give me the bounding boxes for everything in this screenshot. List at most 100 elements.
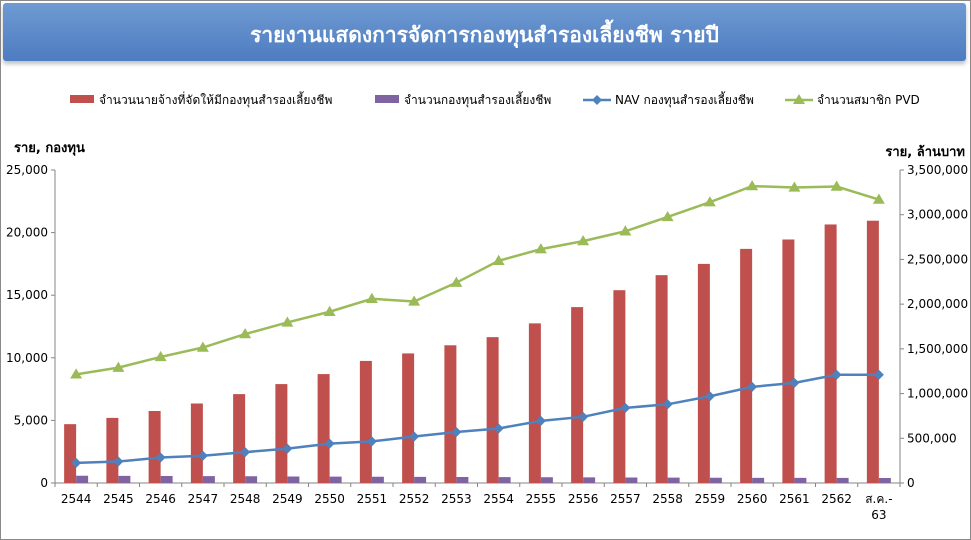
point-nav [662, 399, 673, 410]
x-tick-label: 2552 [399, 492, 430, 506]
bar-employers [528, 323, 541, 483]
y-axis-left-title: ราย, กองทุน [14, 141, 85, 156]
x-tick-label: 2555 [526, 492, 557, 506]
legend-marker-members [793, 94, 805, 104]
legend-label-nav: NAV กองทุนสำรองเลี้ยงชีพ [615, 91, 754, 108]
bar-employers [486, 337, 499, 483]
bar-employers [275, 384, 288, 483]
point-nav [240, 447, 251, 458]
legend-marker-nav [592, 95, 602, 105]
point-nav [873, 369, 884, 380]
line-members [75, 184, 880, 376]
bar-funds [752, 477, 765, 483]
point-nav [747, 381, 758, 392]
x-tick-label: 2556 [568, 492, 599, 506]
bar-employers [233, 394, 246, 483]
point-members [872, 193, 885, 204]
chart-title: รายงานแสดงการจัดการกองทุนสำรองเลี้ยงชีพ … [250, 23, 719, 47]
point-nav [831, 369, 842, 380]
bar-employers [402, 353, 415, 483]
point-members [619, 225, 632, 236]
title-bar: รายงานแสดงการจัดการกองทุนสำรองเลี้ยงชีพ … [3, 3, 966, 61]
point-members [281, 316, 294, 327]
bar-employers [740, 248, 753, 483]
point-nav [789, 377, 800, 388]
y-right-tick-label: 3,000,000 [907, 208, 968, 222]
point-members [661, 210, 674, 222]
x-tick-label: 2544 [61, 492, 92, 506]
bar-employers [190, 403, 203, 483]
y-left-tick-label: 5,000 [14, 413, 48, 427]
x-tick-label: 2560 [737, 492, 768, 506]
bar-funds [878, 477, 891, 483]
point-nav [451, 427, 462, 438]
line-nav [76, 373, 879, 465]
point-nav [366, 436, 377, 447]
point-members [577, 235, 590, 246]
bar-funds [287, 476, 300, 483]
bar-employers [782, 239, 795, 483]
x-tick-label: 2547 [188, 492, 219, 506]
x-tick-label: 2553 [441, 492, 472, 506]
point-nav [620, 402, 631, 413]
point-members [323, 305, 336, 316]
point-nav [113, 456, 124, 467]
bar-employers [866, 220, 879, 483]
y-left-tick-label: 25,000 [6, 163, 48, 177]
x-tick-label: 2562 [821, 492, 852, 506]
point-members [112, 361, 125, 372]
x-tick-label: 2551 [357, 492, 388, 506]
legend-label-funds: จำนวนกองทุนสำรองเลี้ยงชีพ [404, 91, 551, 108]
bar-employers [613, 290, 626, 483]
point-nav [282, 443, 293, 454]
y-left-tick-label: 0 [40, 476, 48, 490]
bar-employers [148, 411, 161, 483]
point-nav [155, 452, 166, 463]
point-nav [409, 431, 420, 442]
bar-employers [824, 224, 837, 483]
bar-employers [655, 275, 668, 483]
point-nav [71, 457, 82, 468]
bar-funds [329, 476, 342, 483]
y-right-tick-label: 1,500,000 [907, 342, 968, 356]
y-right-tick-label: 2,500,000 [907, 252, 968, 266]
bar-employers [317, 374, 330, 483]
point-nav [324, 438, 335, 449]
point-nav [535, 415, 546, 426]
x-tick-label: 2548 [230, 492, 261, 506]
bar-employers [444, 345, 457, 483]
y-right-tick-label: 1,000,000 [907, 387, 968, 401]
bar-funds [456, 476, 469, 483]
bar-employers [359, 360, 372, 483]
point-members [450, 276, 463, 287]
point-members [154, 350, 167, 362]
point-members [365, 292, 378, 303]
point-nav [704, 391, 715, 402]
x-tick-label: 2546 [145, 492, 176, 506]
bar-funds [794, 477, 807, 483]
point-members [746, 180, 759, 191]
x-tick-label: 2550 [314, 492, 345, 506]
point-nav [578, 411, 589, 422]
bar-employers [697, 263, 710, 483]
point-members [70, 368, 83, 379]
y-axis-right-title: ราย, ล้านบาท [885, 144, 965, 160]
x-tick-label: 2557 [610, 492, 641, 506]
y-right-tick-label: 500,000 [907, 431, 957, 445]
y-right-tick-label: 3,500,000 [907, 163, 968, 177]
legend-label-members: จำนวนสมาชิก PVD [817, 93, 920, 107]
bar-employers [64, 424, 77, 483]
point-members [196, 341, 209, 352]
y-left-tick-label: 10,000 [6, 351, 48, 365]
bar-funds [245, 476, 258, 483]
point-members [492, 254, 505, 265]
x-tick-label: 2561 [779, 492, 810, 506]
point-members [830, 180, 843, 191]
x-tick-label: 2554 [483, 492, 514, 506]
point-members [788, 181, 801, 192]
bar-funds [160, 475, 173, 483]
bar-funds [583, 477, 596, 483]
point-members [408, 295, 421, 306]
bar-funds [414, 476, 427, 483]
